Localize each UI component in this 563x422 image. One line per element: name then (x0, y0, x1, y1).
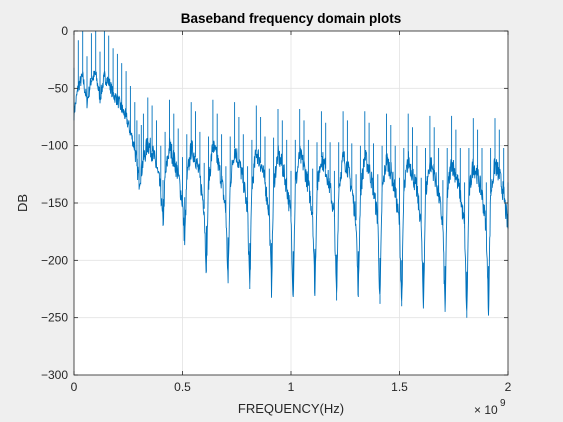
x-exponent-base: × 10 (474, 403, 498, 417)
y-axis-label: DB (15, 194, 30, 212)
y-tick-label: −200 (41, 253, 68, 267)
y-tick-label: −100 (41, 139, 68, 153)
y-tick-label: −50 (48, 81, 69, 95)
x-tick-label: 1 (288, 380, 295, 394)
chart-title: Baseband frequency domain plots (181, 11, 402, 26)
y-tick-label: −250 (41, 311, 68, 325)
ticks (73, 30, 509, 376)
series-line (73, 31, 509, 318)
y-tick-label: −300 (41, 368, 68, 382)
x-axis-label: FREQUENCY(Hz) (238, 401, 344, 416)
x-tick-label: 1.5 (391, 380, 408, 394)
x-tick-label: 2 (505, 380, 512, 394)
x-tick-label: 0 (71, 380, 78, 394)
plot-area (73, 31, 509, 318)
x-exponent-power: 9 (500, 398, 506, 409)
y-tick-label: −150 (41, 196, 68, 210)
x-tick-label: 0.5 (174, 380, 191, 394)
tick-labels: 0 0.5 1 1.5 2 0 −50 −100 −150 −200 −250 −300 (41, 24, 512, 394)
y-tick-label: 0 (61, 24, 68, 38)
